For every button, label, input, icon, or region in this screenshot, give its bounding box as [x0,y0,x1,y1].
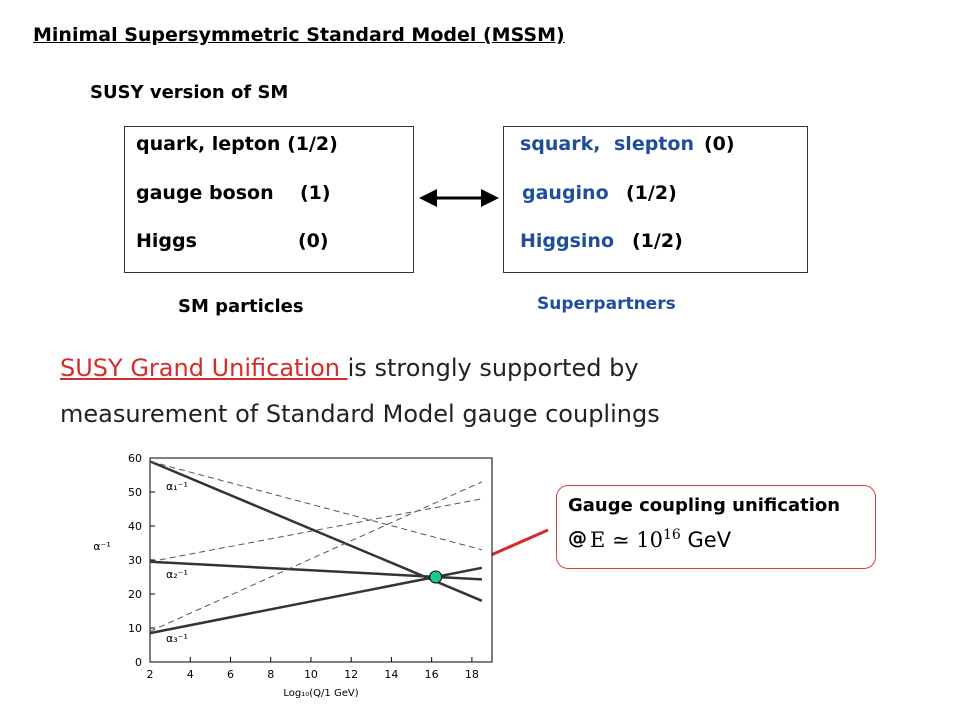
annotation: α₁⁻¹ [166,480,188,493]
annotation: α₃⁻¹ [166,632,188,645]
x-tick-label: 16 [425,668,439,681]
paragraph-line: SUSY Grand Unification is strongly suppo… [60,354,639,382]
x-tick-label: 8 [267,668,274,681]
sm-row: gauge boson [136,182,274,204]
series-line [149,560,483,581]
series-line [149,460,483,551]
sm-caption: SM particles [178,296,304,317]
partner-spin: (0) [704,133,735,155]
x-tick-label: 4 [187,668,194,681]
callout-at: @ [568,527,587,549]
sm-box [124,126,414,273]
unification-point [429,570,443,584]
x-axis-label: Log₁₀(Q/1 GeV) [283,688,358,699]
partner-name: slepton [614,133,694,155]
partner-name: gaugino [522,182,609,204]
x-tick-label: 6 [227,668,234,681]
highlight: SUSY Grand Unification [60,354,348,382]
formula: E ≃ 10 [590,528,663,552]
partner-name: squark, [520,133,601,155]
sm-spin: (1) [300,182,331,204]
x-tick-label: 18 [465,668,479,681]
partner-box [503,126,808,273]
title: Minimal Supersymmetric Standard Model (M… [33,24,565,46]
partner-spin: (1/2) [632,230,683,252]
partner-caption: Superpartners [537,294,676,314]
plot-area [149,457,493,663]
x-tick-label: 2 [147,668,154,681]
unit: GeV [687,528,732,552]
sm-spin: (0) [298,230,329,252]
series-line [149,566,483,635]
y-tick-label: 0 [135,656,142,669]
y-tick-label: 50 [128,486,142,499]
y-tick-label: 10 [128,622,142,635]
paragraph-line: measurement of Standard Model gauge coup… [60,400,660,428]
partner-spin: (1/2) [626,182,677,204]
series-line [149,481,483,632]
sm-row: Higgs [136,230,197,252]
text: is strongly supported by [347,354,639,382]
y-tick-label: 40 [128,520,142,533]
y-tick-label: 60 [128,452,142,465]
x-tick-label: 12 [344,668,358,681]
annotation: α₂⁻¹ [166,568,188,581]
x-tick-label: 10 [304,668,318,681]
exponent: 16 [663,527,681,543]
callout-formula: E ≃ 1016 GeV [590,527,731,552]
partner-name: Higgsino [520,230,615,252]
series-line [149,498,483,563]
y-tick-label: 30 [128,554,142,567]
callout-box [556,485,876,569]
callout-title: Gauge coupling unification [568,495,841,516]
y-tick-label: 20 [128,588,142,601]
subtitle: SUSY version of SM [90,82,289,103]
y-axis-label: α⁻¹ [93,540,110,553]
x-tick-label: 14 [384,668,398,681]
sm-row: quark, lepton (1/2) [136,133,338,155]
